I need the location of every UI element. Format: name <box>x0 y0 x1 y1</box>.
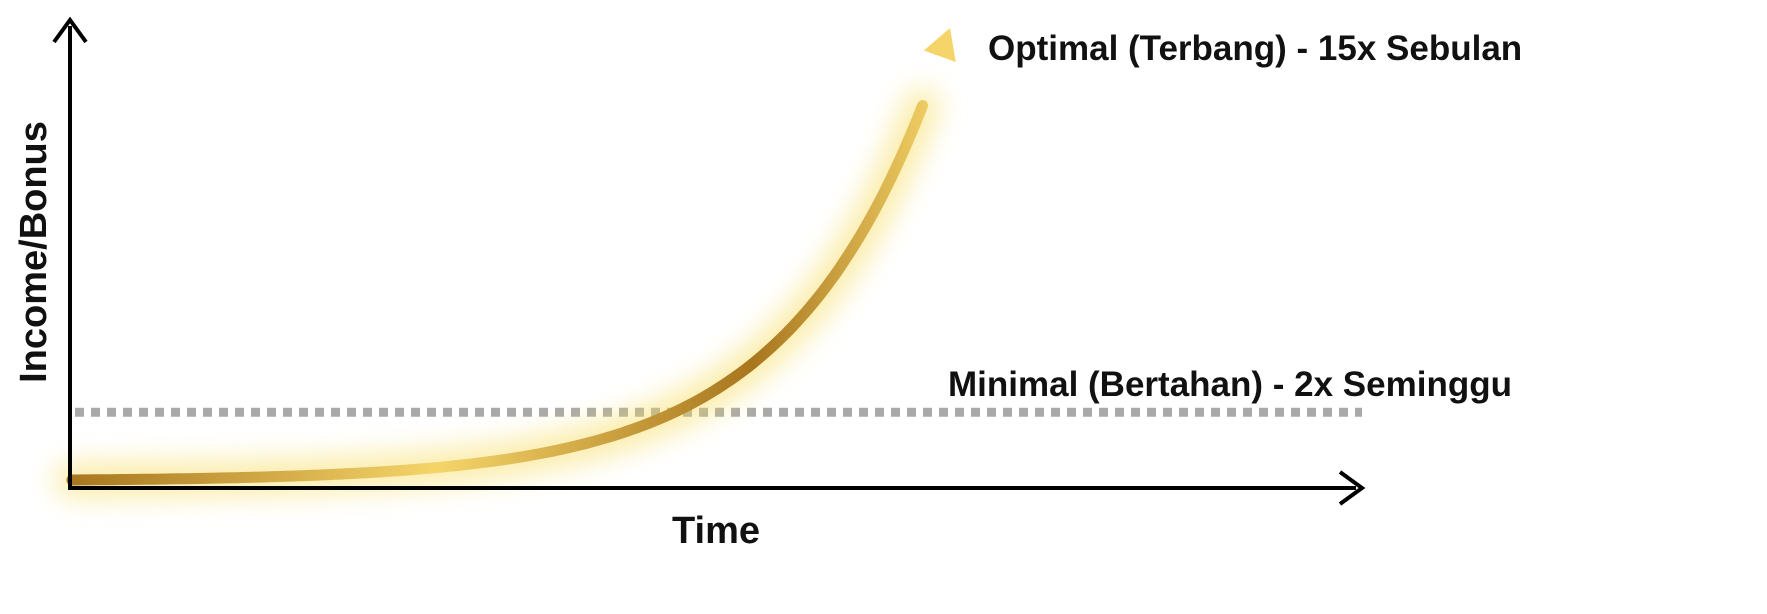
optimal-curve-glow <box>55 88 940 497</box>
minimal-series-label: Minimal (Bertahan) - 2x Seminggu <box>948 365 1512 404</box>
y-axis-arrowhead <box>52 16 88 44</box>
optimal-curve-arrowhead <box>923 28 956 62</box>
y-axis-label: Income/Bonus <box>13 121 55 383</box>
optimal-curve-line <box>66 100 929 486</box>
optimal-series-label: Optimal (Terbang) - 15x Sebulan <box>988 29 1522 68</box>
x-axis-arrowhead <box>1338 470 1366 506</box>
x-axis-label: Time <box>672 510 760 552</box>
